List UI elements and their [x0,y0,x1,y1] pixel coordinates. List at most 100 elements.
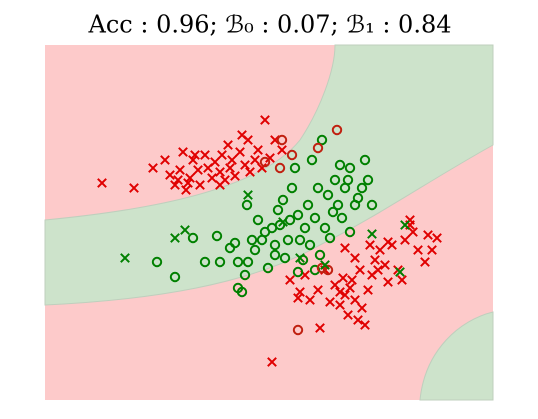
point [200,150,210,160]
point [151,256,163,268]
region-class-1 [44,44,494,306]
point [215,167,225,177]
point [120,253,130,263]
point [269,239,281,251]
point [315,323,325,333]
point [193,165,203,175]
point [240,160,250,170]
point [269,249,281,261]
point [230,171,240,181]
point [302,199,314,211]
point [370,255,380,265]
point [413,245,423,255]
point [363,285,373,295]
point [344,162,356,174]
point [400,220,410,230]
point [207,173,217,183]
point [332,199,344,211]
point [340,290,350,300]
point [242,256,254,268]
point [331,124,343,136]
point [350,295,360,305]
point [400,235,410,245]
point [322,189,334,201]
point [432,233,442,243]
point [329,174,341,186]
point [427,245,437,255]
point [356,182,368,194]
point [232,256,244,268]
point [181,185,191,195]
point [313,285,323,295]
point [272,204,284,216]
point [330,280,340,290]
point [235,147,245,157]
point [408,227,418,237]
point [322,264,334,276]
point [316,134,328,146]
point [352,192,364,204]
region-class-1 [419,311,494,401]
point [274,162,286,174]
point [367,229,377,239]
point [241,199,253,211]
point [397,275,407,285]
point [227,155,237,165]
point [395,267,405,277]
point [304,239,316,251]
point [239,269,251,281]
point [340,243,350,253]
point [292,324,304,336]
point [319,222,331,234]
point [373,265,383,275]
point [232,282,244,294]
point [250,155,260,165]
point [365,240,375,250]
point [375,245,385,255]
point [312,142,324,154]
point [183,178,193,188]
point [335,287,345,297]
point [223,140,233,150]
point [343,310,353,320]
point [178,147,188,157]
point [267,357,277,367]
point [217,150,227,160]
point [335,300,345,310]
point [190,150,200,160]
point [286,149,298,161]
point [309,212,321,224]
point [277,145,287,155]
point [294,234,306,246]
point [336,212,348,224]
point [276,134,288,146]
point [170,180,180,190]
point [295,253,305,263]
point [165,170,175,180]
point [286,182,298,194]
point [383,277,393,287]
point [344,226,356,238]
point [316,262,328,274]
point [320,260,330,270]
point [173,175,183,185]
point [169,271,181,283]
point [175,165,185,175]
point [327,206,339,218]
point [262,262,274,274]
point [259,156,271,168]
point [347,275,357,285]
point [170,233,180,243]
point [245,167,255,177]
point [260,115,270,125]
point [160,155,170,165]
point [366,199,378,211]
point [274,219,286,231]
point [295,287,305,297]
point [285,275,295,285]
point [338,273,348,283]
point [246,234,258,246]
point [243,190,253,200]
